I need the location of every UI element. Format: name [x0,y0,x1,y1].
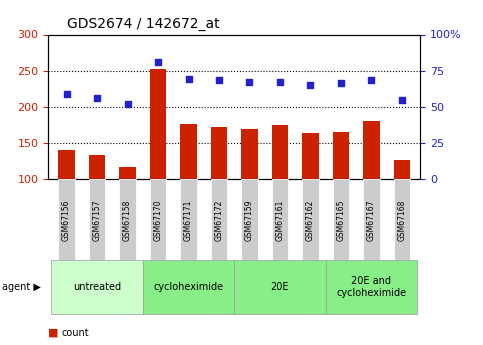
Bar [150,69,167,179]
Text: GSM67156: GSM67156 [62,199,71,241]
Text: GSM67170: GSM67170 [154,199,163,241]
Point [368,77,375,83]
Text: GSM67172: GSM67172 [214,199,224,240]
Text: GSM67168: GSM67168 [398,199,406,240]
Bar [394,160,410,179]
Text: cycloheximide: cycloheximide [154,282,224,292]
Bar [58,150,75,179]
Point [307,82,314,88]
Text: GSM67167: GSM67167 [367,199,376,241]
Point [215,77,223,83]
Point [276,80,284,85]
Bar [363,121,380,179]
Text: GSM67162: GSM67162 [306,199,315,240]
Point [154,59,162,65]
Point [63,91,71,97]
Bar [180,124,197,179]
Bar [333,131,349,179]
Bar [271,125,288,179]
Text: GSM67159: GSM67159 [245,199,254,241]
Bar [89,155,105,179]
Text: GSM67157: GSM67157 [93,199,101,241]
Bar [119,167,136,179]
Text: 20E: 20E [271,282,289,292]
Bar [241,129,258,179]
Point [185,77,192,82]
Text: GSM67171: GSM67171 [184,199,193,240]
Text: agent ▶: agent ▶ [2,282,41,292]
Point [93,96,101,101]
Bar [211,127,227,179]
Text: GSM67158: GSM67158 [123,199,132,240]
Text: GSM67165: GSM67165 [337,199,345,241]
Text: 20E and
cycloheximide: 20E and cycloheximide [336,276,407,298]
Point [337,80,345,86]
Point [124,101,131,107]
Text: ■: ■ [48,328,59,338]
Bar [302,133,319,179]
Point [246,80,254,85]
Text: count: count [62,328,89,338]
Point [398,97,406,102]
Text: GDS2674 / 142672_at: GDS2674 / 142672_at [67,17,219,31]
Text: untreated: untreated [73,282,121,292]
Text: GSM67161: GSM67161 [275,199,284,240]
